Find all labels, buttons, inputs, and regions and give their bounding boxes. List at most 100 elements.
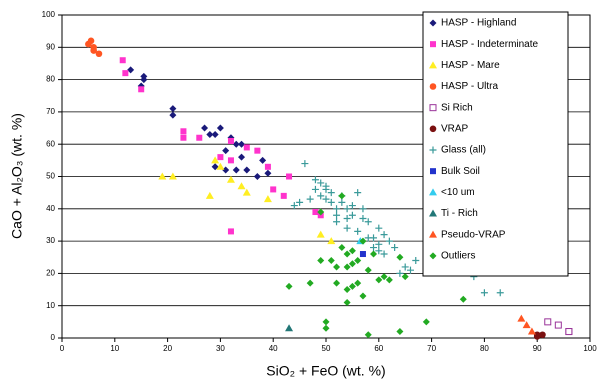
- y-tick-label: 70: [46, 107, 55, 116]
- point: [226, 175, 235, 183]
- legend-marker: [429, 188, 437, 196]
- point: [385, 276, 393, 284]
- point: [554, 321, 562, 329]
- point: [343, 250, 351, 258]
- point: [158, 172, 167, 180]
- point: [227, 228, 234, 235]
- y-tick-label: 10: [46, 301, 55, 310]
- x-tick-label: 60: [374, 344, 383, 353]
- point: [227, 137, 234, 144]
- point: [422, 318, 430, 326]
- point: [122, 70, 129, 77]
- legend-label: HASP - Highland: [441, 18, 516, 29]
- point: [333, 279, 341, 287]
- point: [380, 231, 388, 239]
- y-tick-label: 20: [46, 269, 55, 278]
- point: [375, 240, 383, 248]
- point: [348, 202, 356, 210]
- legend-marker: [429, 146, 437, 154]
- point: [237, 182, 246, 190]
- x-tick-label: 0: [60, 344, 65, 353]
- point: [127, 66, 135, 74]
- point: [343, 286, 351, 294]
- point: [196, 134, 203, 141]
- point: [264, 169, 272, 177]
- point: [238, 153, 246, 161]
- legend-label: Outliers: [441, 250, 475, 261]
- x-tick-label: 70: [427, 344, 436, 353]
- legend-label: Ti - Rich: [441, 208, 478, 219]
- point: [270, 186, 277, 193]
- point: [211, 163, 219, 171]
- point: [180, 134, 187, 141]
- point: [370, 244, 378, 252]
- point: [385, 237, 393, 245]
- point: [359, 292, 367, 300]
- point: [90, 47, 97, 54]
- point: [343, 214, 351, 222]
- point: [333, 205, 341, 213]
- point: [343, 205, 351, 213]
- legend-marker: [429, 83, 437, 90]
- point: [359, 214, 367, 222]
- point: [201, 124, 209, 132]
- point: [87, 37, 95, 45]
- point: [338, 244, 346, 252]
- point: [259, 156, 267, 164]
- point: [459, 295, 467, 303]
- point: [243, 166, 251, 174]
- y-tick-label: 90: [46, 42, 55, 51]
- point: [354, 189, 362, 197]
- point: [253, 173, 261, 180]
- point: [338, 192, 346, 200]
- point: [343, 224, 351, 232]
- point: [232, 140, 240, 148]
- point: [406, 266, 414, 274]
- point: [211, 156, 220, 164]
- point: [348, 260, 356, 268]
- point: [311, 185, 319, 193]
- legend-label: <10 um: [441, 187, 475, 198]
- point: [242, 188, 251, 196]
- point: [322, 195, 330, 203]
- point: [396, 328, 404, 336]
- point: [375, 224, 383, 232]
- legend-marker: [430, 41, 436, 48]
- point: [140, 72, 148, 80]
- point: [380, 250, 388, 258]
- point: [333, 218, 341, 226]
- point: [169, 111, 177, 119]
- point: [290, 202, 298, 210]
- point: [343, 263, 351, 271]
- point: [333, 211, 341, 219]
- point: [354, 256, 362, 264]
- x-axis-label: SiO₂ + FeO (wt. %): [266, 363, 385, 379]
- point: [364, 218, 372, 226]
- point: [119, 57, 126, 64]
- point: [327, 189, 335, 197]
- point: [180, 128, 187, 135]
- point: [496, 289, 504, 297]
- point: [396, 269, 404, 277]
- point: [232, 166, 240, 174]
- legend-marker: [429, 19, 437, 27]
- point: [544, 318, 552, 326]
- point: [359, 205, 367, 213]
- legend-label: HASP - Mare: [441, 60, 500, 71]
- point: [243, 144, 250, 151]
- point: [380, 273, 388, 281]
- y-tick-label: 80: [46, 75, 55, 84]
- point: [527, 327, 536, 335]
- point: [264, 163, 271, 170]
- point: [301, 160, 309, 168]
- x-tick-label: 40: [269, 344, 278, 353]
- legend-marker: [430, 168, 436, 175]
- point: [354, 227, 362, 235]
- point: [95, 50, 103, 58]
- point: [280, 192, 287, 199]
- point: [391, 244, 399, 252]
- y-tick-label: 0: [51, 333, 56, 342]
- point: [480, 289, 488, 297]
- point: [343, 298, 351, 306]
